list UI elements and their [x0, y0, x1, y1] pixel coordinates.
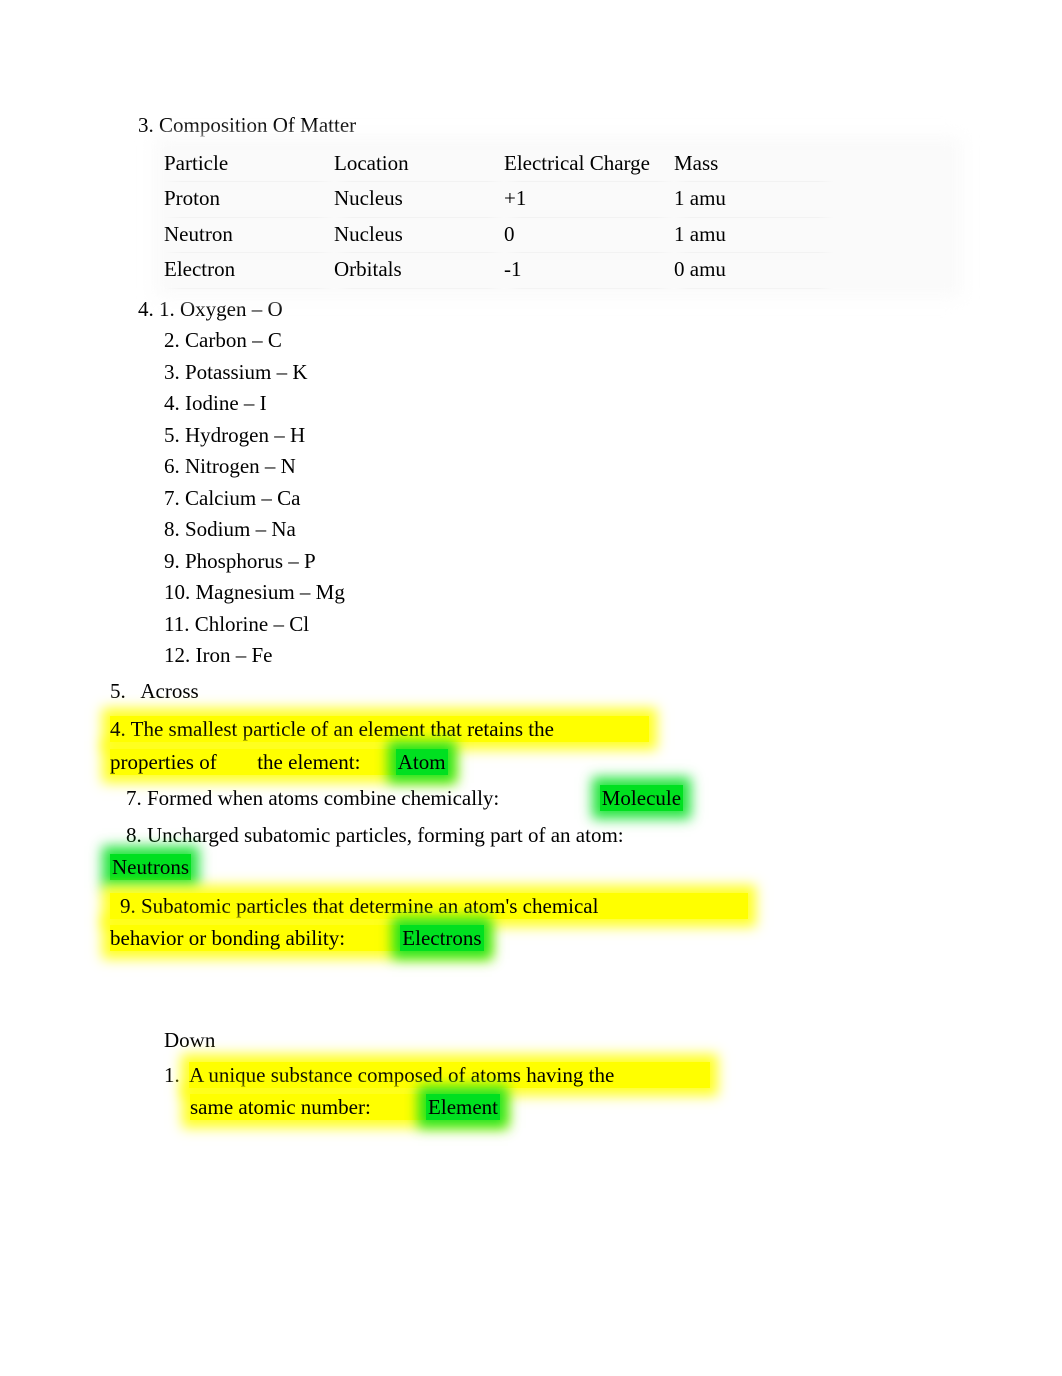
- cell-mass: 1 amu: [674, 217, 834, 253]
- cell-charge: -1: [504, 252, 674, 288]
- cell-mass: 1 amu: [674, 181, 834, 217]
- list-item: 11. Chlorine – Cl: [164, 609, 952, 641]
- section-3-title: Composition Of Matter: [159, 113, 356, 137]
- cell-particle: Electron: [164, 252, 334, 288]
- cell-charge: 0: [504, 217, 674, 253]
- q4-line1-text: 4. The smallest particle of an element t…: [110, 717, 559, 741]
- list-item: 5. Hydrogen – H: [164, 420, 952, 452]
- down-q1-line2-hl: same atomic number: Element: [190, 1094, 500, 1120]
- cell-mass: 0 amu: [674, 252, 834, 288]
- cell-particle: Proton: [164, 181, 334, 217]
- table-row: Neutron Nucleus 0 1 amu: [164, 217, 834, 253]
- section-3-number: 3.: [138, 113, 154, 137]
- header-location: Location: [334, 146, 504, 182]
- q9-line2-wrap: behavior or bonding ability: Electrons: [110, 925, 484, 951]
- elements-list: 2. Carbon – C 3. Potassium – K 4. Iodine…: [164, 325, 952, 672]
- q4-line2a-text: properties of: [110, 750, 222, 774]
- cell-location: Orbitals: [334, 252, 504, 288]
- across-q9: 9. Subatomic particles that determine an…: [110, 890, 952, 955]
- list-item: 12. Iron – Fe: [164, 640, 952, 672]
- q4-line1: 4. The smallest particle of an element t…: [110, 716, 649, 742]
- down-q1-line2: same atomic number:: [190, 1095, 371, 1119]
- q4-answer: Atom: [396, 749, 448, 775]
- table-row: Electron Orbitals -1 0 amu: [164, 252, 834, 288]
- q8-prompt: 8. Uncharged subatomic particles, formin…: [110, 819, 624, 852]
- across-q8: 8. Uncharged subatomic particles, formin…: [110, 819, 952, 884]
- down-label: Down: [164, 1025, 952, 1057]
- down-q1: 1. A unique substance composed of atoms …: [164, 1060, 952, 1092]
- across-q7: 7. Formed when atoms combine chemically:…: [110, 782, 952, 815]
- list-item: 7. Calcium – Ca: [164, 483, 952, 515]
- particles-table-wrapper: Particle Location Electrical Charge Mass…: [164, 146, 952, 288]
- q7-answer: Molecule: [600, 785, 683, 811]
- cell-location: Nucleus: [334, 217, 504, 253]
- q4-line2b-text: the element:: [257, 750, 360, 774]
- list-item: 2. Carbon – C: [164, 325, 952, 357]
- list-item: 4. Iodine – I: [164, 388, 952, 420]
- across-q4: 4. The smallest particle of an element t…: [110, 713, 952, 778]
- cell-charge: +1: [504, 181, 674, 217]
- header-charge: Electrical Charge: [504, 146, 674, 182]
- q9-line2: behavior or bonding ability:: [110, 926, 345, 950]
- q4-line2: properties of the element: Atom: [110, 749, 448, 775]
- particles-table: Particle Location Electrical Charge Mass…: [164, 146, 834, 288]
- section-5-number: 5.: [110, 679, 126, 703]
- section-4-heading: 4. 1. Oxygen – O: [138, 294, 952, 326]
- q9-answer: Electrons: [400, 925, 483, 951]
- element-first: 1. Oxygen – O: [159, 297, 283, 321]
- down-q1-number: 1.: [164, 1063, 180, 1087]
- down-q1-line1-wrap: A unique substance composed of atoms hav…: [189, 1062, 709, 1088]
- down-q1-answer: Element: [426, 1094, 500, 1120]
- across-label: Across: [140, 679, 198, 703]
- list-item: 10. Magnesium – Mg: [164, 577, 952, 609]
- q8-answer: Neutrons: [110, 854, 191, 880]
- section-5-heading: 5. Across: [110, 676, 952, 708]
- list-item: 6. Nitrogen – N: [164, 451, 952, 483]
- table-row: Proton Nucleus +1 1 amu: [164, 181, 834, 217]
- list-item: 8. Sodium – Na: [164, 514, 952, 546]
- table-header-row: Particle Location Electrical Charge Mass: [164, 146, 834, 182]
- q7-prompt: 7. Formed when atoms combine chemically:: [110, 782, 499, 815]
- cell-particle: Neutron: [164, 217, 334, 253]
- cell-location: Nucleus: [334, 181, 504, 217]
- q9-line1-wrap: 9. Subatomic particles that determine an…: [110, 893, 748, 919]
- across-block: 4. The smallest particle of an element t…: [110, 713, 952, 955]
- list-item: 9. Phosphorus – P: [164, 546, 952, 578]
- section-4-number: 4.: [138, 297, 154, 321]
- header-mass: Mass: [674, 146, 834, 182]
- list-item: 3. Potassium – K: [164, 357, 952, 389]
- down-q1-line1: A unique substance composed of atoms hav…: [189, 1063, 619, 1087]
- q9-line1: 9. Subatomic particles that determine an…: [110, 890, 598, 923]
- header-particle: Particle: [164, 146, 334, 182]
- down-q1-line2-wrap: same atomic number: Element: [190, 1092, 952, 1124]
